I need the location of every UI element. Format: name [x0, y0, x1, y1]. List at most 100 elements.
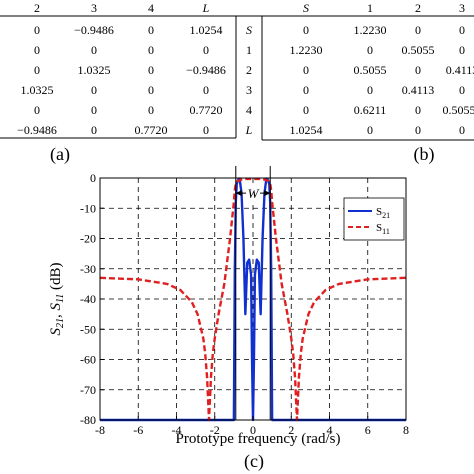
table-a-cell: 0 [91, 103, 97, 117]
bandwidth-arrow-left-head [235, 190, 242, 197]
bandwidth-label-background [246, 183, 260, 202]
table-b-row-label: 2 [246, 63, 252, 77]
table-b-cell: 0 [303, 103, 309, 117]
table-b-cell: 0 [459, 23, 465, 37]
table-b-cell: 0 [415, 123, 421, 137]
legend-label-subscript: 21 [382, 211, 390, 220]
x-tick-label: 6 [365, 423, 371, 437]
x-tick-label: -4 [172, 423, 182, 437]
table-a-header: 3 [91, 1, 97, 15]
table-a-cell: 0 [148, 63, 154, 77]
table-b-cell: 1.0254 [290, 123, 323, 137]
y-tick-label: -80 [80, 413, 96, 427]
table-a-cell: 0 [203, 83, 209, 97]
table-b-header: 3 [459, 1, 465, 15]
table-a-header: 2 [34, 1, 40, 15]
table-a-cell: 0 [91, 43, 97, 57]
legend-label-s21: S21 [376, 206, 390, 220]
y-axis-label-part: 11 [55, 294, 66, 303]
table-a-cell: 0 [203, 43, 209, 57]
legend-label-main: S [376, 206, 382, 218]
y-axis-label-part: 21 [55, 318, 66, 328]
y-axis-label: S21, S11 (dB) [48, 262, 66, 335]
table-a-cell: 0 [91, 123, 97, 137]
y-tick-label: -50 [80, 322, 96, 336]
table-b-cell: 0 [367, 43, 373, 57]
table-b-cell: 0 [367, 83, 373, 97]
y-axis-label-part: (dB) [48, 262, 64, 293]
y-tick-label: -40 [80, 292, 96, 306]
table-a-header: 4 [148, 1, 154, 15]
table-b-cell: 0 [367, 123, 373, 137]
legend-label-main: S [376, 222, 382, 234]
table-b-header: 2 [415, 1, 421, 15]
y-axis-label-part: S [48, 303, 64, 311]
table-a-cell: 0.7720 [135, 123, 168, 137]
table-a-cell: 0 [148, 23, 154, 37]
x-tick-label: 2 [288, 423, 294, 437]
table-b-cell: 0 [303, 23, 309, 37]
table-a-cell: −0.9486 [186, 63, 226, 77]
table-a-cell: 0.7720 [190, 103, 223, 117]
s-parameter-chart: W -8 -6 -4 -2 0 2 4 6 80-10-20-30-40-50-60-70-80… [48, 166, 409, 472]
table-a-cell: 1.0325 [78, 63, 111, 77]
table-b-cell: 0 [459, 83, 465, 97]
table-a-cell: 1.0325 [21, 83, 54, 97]
x-tick-label: -2 [210, 423, 220, 437]
table-a-cell: 0 [34, 103, 40, 117]
table-b-cell: 0 [415, 63, 421, 77]
y-tick-label: -60 [80, 353, 96, 367]
panel-label-c: (c) [244, 451, 264, 472]
table-b-cell: 0.5055 [354, 63, 387, 77]
legend-label-s11: S11 [376, 222, 390, 236]
coupling-matrix-table-a: 2 3 4 L 0 −0.9486 0 1.0254 0 0 0 0 0 1.0325 0 −0.9486 1.… [0, 1, 237, 139]
y-tick-label: -30 [80, 262, 96, 276]
x-axis-label: Prototype frequency (rad/s) [176, 431, 341, 447]
table-b-cell: 0 [459, 123, 465, 137]
panel-label-a: (a) [50, 144, 70, 165]
table-b-cell: 0.50555 [443, 103, 474, 117]
bandwidth-annotation: W [235, 166, 271, 420]
table-a-cell: 0 [203, 123, 209, 137]
table-a-cell: 0 [34, 23, 40, 37]
legend-label-subscript: 11 [382, 227, 390, 236]
table-b-header: S [303, 1, 309, 15]
table-a-cell: 0 [34, 43, 40, 57]
y-axis-label-part: S [48, 328, 64, 336]
table-a-cell: 0 [148, 83, 154, 97]
table-a-cell: 0 [148, 43, 154, 57]
table-b-cell: 0 [303, 63, 309, 77]
table-b-cell: 0.5055 [402, 43, 435, 57]
table-a-cell: 0 [34, 63, 40, 77]
x-tick-label: 8 [403, 423, 409, 437]
legend-box [343, 197, 405, 241]
table-a-cell: 1.0254 [190, 23, 223, 37]
table-b-cell: 0 [415, 103, 421, 117]
table-a-cell: 0 [148, 103, 154, 117]
table-b-cell: 1.2230 [354, 23, 387, 37]
table-b-cell: 0.4113 [446, 63, 474, 77]
y-tick-label: 0 [90, 171, 96, 185]
table-b-row-label: S [246, 23, 252, 37]
y-tick-label: -20 [80, 232, 96, 246]
bandwidth-arrow-right-head [264, 190, 271, 197]
table-a-cell: −0.9486 [17, 123, 57, 137]
table-b-cell: 0.6211 [354, 103, 387, 117]
table-b-row-label: 1 [246, 43, 252, 57]
x-tick-label: -8 [95, 423, 105, 437]
y-axis-label-part: , [48, 311, 64, 319]
table-b-row-label: 3 [246, 83, 252, 97]
table-b-cell: 1.2230 [290, 43, 323, 57]
table-a-header: L [202, 1, 210, 15]
y-tick-label: -70 [80, 383, 96, 397]
table-b-cell: 0 [303, 83, 309, 97]
bandwidth-label: W [248, 186, 260, 201]
table-b-header: 1 [367, 1, 373, 15]
y-tick-label: -10 [80, 201, 96, 215]
panel-label-b: (b) [414, 144, 435, 165]
x-tick-label: 4 [327, 423, 333, 437]
x-tick-label: -6 [133, 423, 143, 437]
axis-ticks: -8 -6 -4 -2 0 2 4 6 80-10-20-30-40-50-60-70-80 [80, 171, 409, 437]
